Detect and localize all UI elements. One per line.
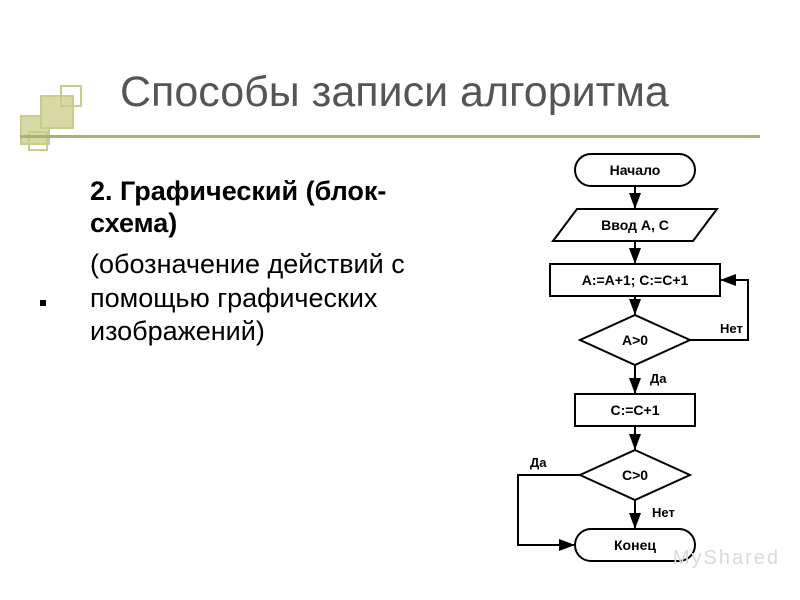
body-paragraph: (обозначение действий с помощью графичес… <box>90 248 460 349</box>
svg-text:Да: Да <box>650 371 667 386</box>
svg-text:A>0: A>0 <box>622 332 648 348</box>
title-underline <box>20 135 760 138</box>
bullet-dot <box>40 300 46 306</box>
body-text: 2. Графический (блок-схема) (обозначение… <box>90 175 460 349</box>
flowchart: Да Нет Нет Да Начало Ввод A, C A:=A+1; C:=C+1 A… <box>490 145 780 575</box>
svg-text:C>0: C>0 <box>622 467 648 483</box>
title-decor <box>20 85 120 155</box>
svg-text:Да: Да <box>530 455 547 470</box>
svg-text:Начало: Начало <box>610 162 661 178</box>
svg-text:Нет: Нет <box>720 321 743 336</box>
slide-title: Способы записи алгоритма <box>120 68 669 117</box>
body-subtitle: 2. Графический (блок-схема) <box>90 175 460 240</box>
svg-text:A:=A+1; C:=C+1: A:=A+1; C:=C+1 <box>582 272 689 288</box>
watermark: MyShared <box>673 547 780 570</box>
svg-text:Конец: Конец <box>614 537 656 553</box>
svg-text:C:=C+1: C:=C+1 <box>610 402 659 418</box>
svg-text:Нет: Нет <box>652 505 675 520</box>
svg-text:Ввод A, C: Ввод A, C <box>601 217 669 233</box>
